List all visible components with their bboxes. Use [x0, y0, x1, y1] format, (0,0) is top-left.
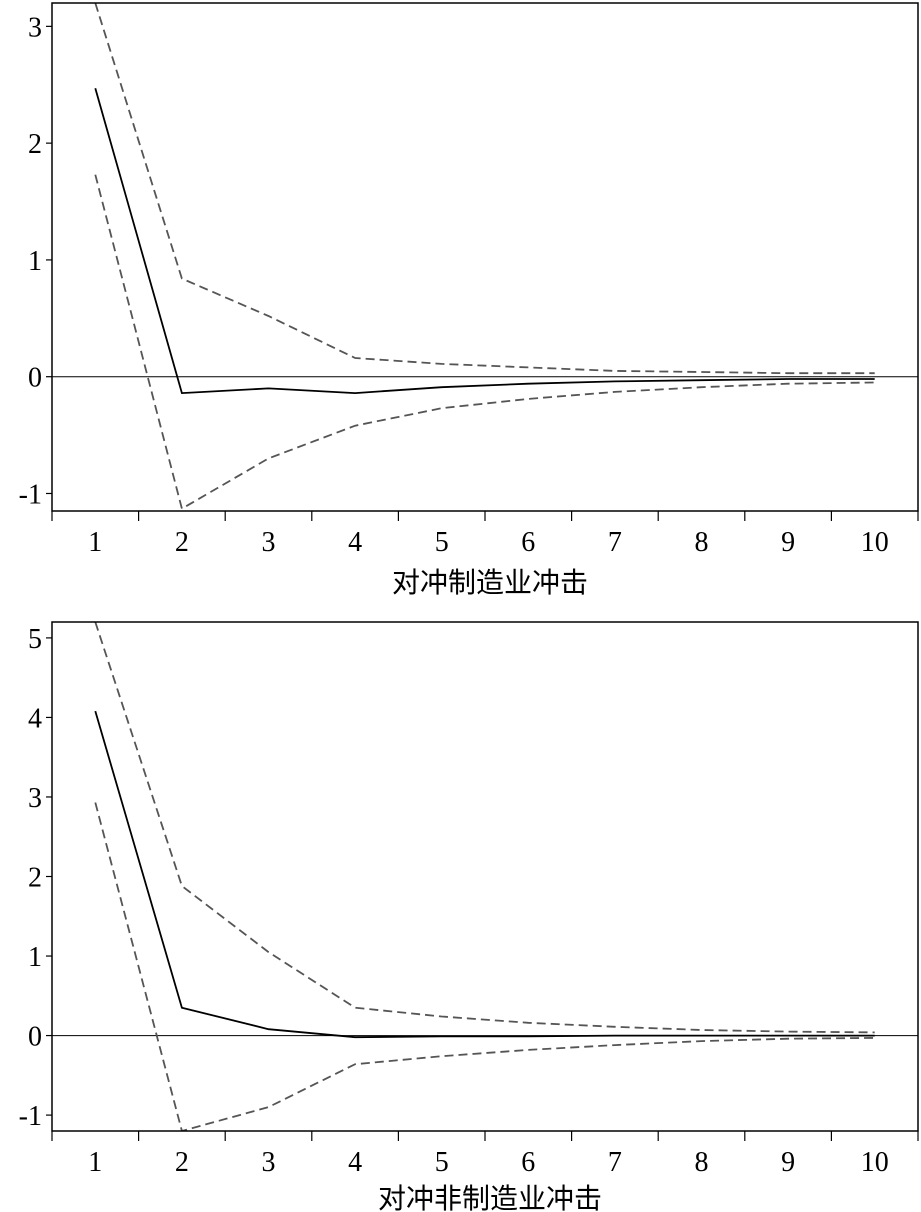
x-tick-label: 7 [608, 1147, 622, 1178]
x-tick-label: 6 [521, 1147, 535, 1178]
x-axis-title: 对冲制造业冲击 [392, 566, 588, 599]
y-tick-label: -1 [19, 1101, 42, 1132]
y-tick-label: -1 [19, 479, 42, 510]
x-tick-label: 10 [861, 1147, 889, 1178]
x-tick-label: 2 [175, 527, 189, 558]
x-tick-label: 4 [348, 527, 362, 558]
y-tick-label: 5 [28, 624, 42, 655]
x-tick-label: 8 [695, 1147, 709, 1178]
x-tick-label: 4 [348, 1147, 362, 1178]
x-tick-label: 7 [608, 527, 622, 558]
upper-confidence-band-line [94, 3, 875, 375]
y-tick-label: 0 [28, 1022, 42, 1053]
impulse-response-line [94, 88, 875, 395]
x-tick-label: 8 [695, 527, 709, 558]
y-tick-label: 3 [28, 783, 42, 814]
lower-confidence-band-line [94, 174, 875, 511]
y-tick-label: 1 [28, 246, 42, 277]
y-tick-label: 4 [28, 703, 42, 734]
x-tick-label: 2 [175, 1147, 189, 1178]
y-tick-label: 2 [28, 863, 42, 894]
upper-confidence-band-line [94, 622, 875, 1034]
y-tick-label: 3 [28, 12, 42, 43]
impulse-response-line [94, 710, 875, 1039]
x-tick-label: 1 [88, 1147, 102, 1178]
x-tick-label: 10 [861, 527, 889, 558]
x-axis-title: 对冲非制造业冲击 [378, 1182, 602, 1212]
panel-non-manufacturing-shock: -1 0 1 2 3 4 5 1 2 3 4 5 6 7 8 9 10 对冲非制造业冲击 [19, 621, 919, 1212]
plot-frame [51, 2, 919, 512]
y-tick-label: 1 [28, 942, 42, 973]
x-tick-label: 6 [521, 527, 535, 558]
y-tick-label: 0 [28, 363, 42, 394]
x-tick-label: 9 [781, 1147, 795, 1178]
y-tick-label: 2 [28, 129, 42, 160]
x-tick-label: 9 [781, 527, 795, 558]
lower-confidence-band-line [94, 802, 875, 1131]
panel-manufacturing-shock: -1 0 1 2 3 1 2 3 4 5 6 7 8 9 10 对冲制造业冲击 [19, 2, 919, 599]
plot-frame [51, 621, 919, 1132]
x-tick-label: 5 [435, 1147, 449, 1178]
x-tick-label: 3 [262, 1147, 276, 1178]
x-tick-label: 1 [88, 527, 102, 558]
x-tick-label: 5 [435, 527, 449, 558]
x-tick-label: 3 [262, 527, 276, 558]
